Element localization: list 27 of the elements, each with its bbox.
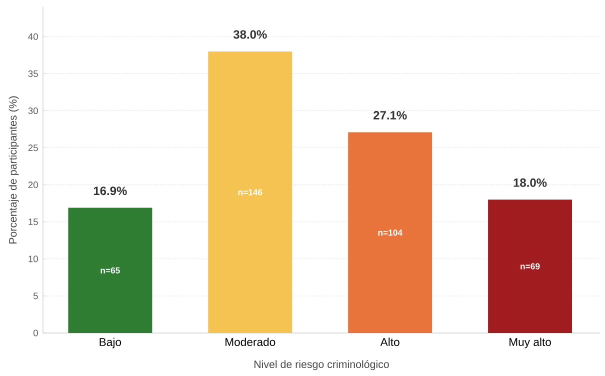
bar bbox=[68, 208, 152, 333]
x-axis-title: Nivel de riesgo criminológico bbox=[254, 360, 389, 370]
data-label: 16.9% bbox=[94, 186, 127, 196]
y-tick-label: 15 bbox=[28, 218, 38, 226]
y-tick-label: 5 bbox=[33, 292, 38, 300]
bar bbox=[488, 200, 572, 333]
y-tick-label: 25 bbox=[28, 144, 38, 152]
annotation: n=69 bbox=[520, 263, 540, 270]
annotation: n=104 bbox=[378, 230, 402, 236]
annotation: n=65 bbox=[100, 267, 120, 274]
bar bbox=[348, 132, 432, 333]
y-tick-label: 40 bbox=[28, 33, 38, 40]
bar bbox=[208, 51, 292, 333]
y-tick-label: 30 bbox=[28, 107, 38, 114]
data-label: 18.0% bbox=[514, 178, 547, 187]
x-tick-label: Muy alto bbox=[510, 338, 551, 348]
y-axis-title: Porcentaje de participantes (%) bbox=[8, 96, 19, 244]
y-tick-label: 0 bbox=[33, 330, 38, 336]
y-tick-label: 10 bbox=[28, 256, 38, 262]
y-tick-label: 20 bbox=[28, 182, 38, 188]
data-label: 38.0% bbox=[233, 30, 267, 39]
x-tick-label: Alto bbox=[380, 338, 400, 346]
x-tick-label: Bajo bbox=[100, 338, 122, 348]
annotation: n=146 bbox=[238, 189, 262, 196]
data-label: 27.1% bbox=[373, 111, 407, 120]
y-tick-label: 35 bbox=[28, 70, 38, 77]
x-tick-label: Moderado bbox=[226, 338, 276, 346]
